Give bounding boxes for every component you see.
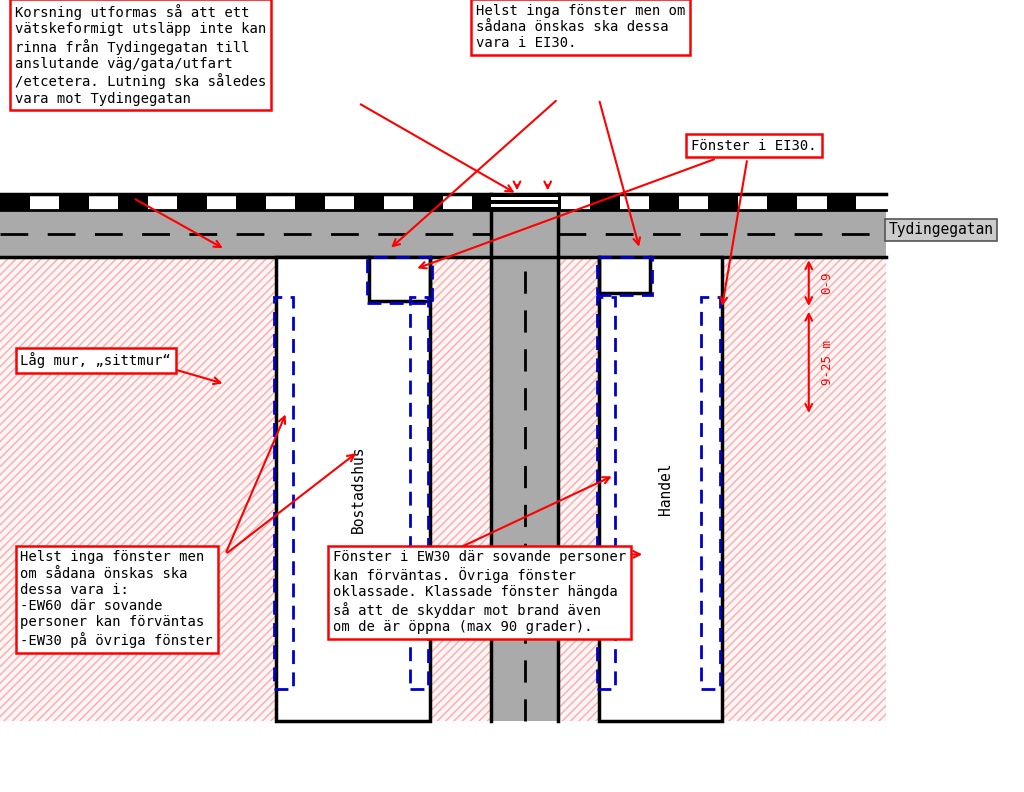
Text: Handel: Handel (658, 463, 673, 516)
Bar (597, 257, 652, 295)
Text: 9-25 m: 9-25 m (820, 340, 834, 385)
Bar (325, 194, 354, 210)
Bar (0, 257, 886, 721)
Text: Låg mur, „sittmur“: Låg mur, „sittmur“ (20, 352, 171, 368)
Bar (492, 204, 558, 207)
Bar (492, 194, 558, 197)
Bar (265, 194, 295, 210)
Text: Fönster i EW30 där sovande personer
kan förväntas. Övriga fönster
oklassade. Kla: Fönster i EW30 där sovande personer kan … (333, 550, 626, 634)
Bar (0, 210, 886, 257)
Bar (599, 257, 722, 721)
Bar (492, 210, 558, 721)
Bar (599, 257, 722, 721)
Text: 0-9: 0-9 (820, 272, 834, 295)
Bar (237, 194, 265, 210)
Bar (177, 194, 207, 210)
Bar (856, 194, 886, 210)
Bar (384, 194, 414, 210)
Bar (591, 194, 620, 210)
Bar (88, 194, 118, 210)
Bar (709, 194, 738, 210)
Bar (442, 194, 472, 210)
Bar (597, 297, 615, 689)
Bar (620, 194, 649, 210)
Bar (738, 194, 767, 210)
Text: Korsning utformas så att ett
vätskeformigt utsläpp inte kan
rinna från Tydingega: Korsning utformas så att ett vätskeformi… (15, 4, 266, 105)
Text: Tydingegatan: Tydingegatan (889, 223, 993, 237)
Bar (649, 194, 679, 210)
Bar (354, 194, 384, 210)
Bar (701, 297, 720, 689)
Text: Bostadshus: Bostadshus (351, 445, 366, 533)
Bar (274, 297, 293, 689)
Bar (118, 194, 147, 210)
Bar (410, 297, 428, 689)
Bar (414, 194, 442, 210)
Bar (502, 194, 531, 210)
Bar (276, 257, 430, 721)
Bar (472, 194, 502, 210)
Bar (767, 194, 797, 210)
Bar (826, 194, 856, 210)
Bar (492, 197, 558, 200)
Bar (492, 200, 558, 204)
Bar (561, 194, 591, 210)
Bar (276, 257, 430, 721)
Text: Fönster i EI30.: Fönster i EI30. (691, 139, 817, 153)
Bar (147, 194, 177, 210)
Bar (30, 194, 59, 210)
Bar (0, 257, 886, 721)
Bar (531, 194, 561, 210)
Bar (492, 207, 558, 210)
Bar (797, 194, 826, 210)
Bar (367, 257, 432, 303)
Bar (492, 257, 558, 721)
Bar (59, 194, 88, 210)
Text: Helst inga fönster men om
sådana önskas ska dessa
vara i EI30.: Helst inga fönster men om sådana önskas … (476, 4, 685, 51)
Bar (679, 194, 709, 210)
Bar (207, 194, 237, 210)
Bar (295, 194, 325, 210)
Text: Helst inga fönster men
om sådana önskas ska
dessa vara i:
-EW60 där sovande
pers: Helst inga fönster men om sådana önskas … (20, 550, 213, 648)
Bar (0, 194, 30, 210)
